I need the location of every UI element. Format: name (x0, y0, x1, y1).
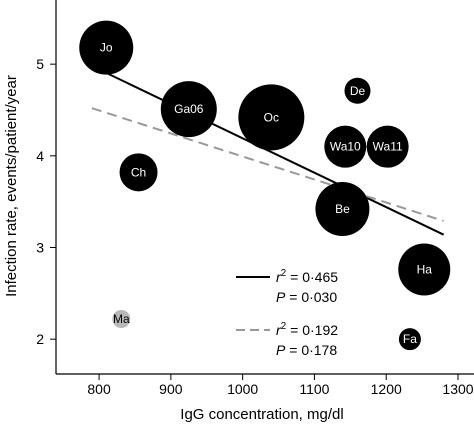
legend-r-symbol: r (276, 269, 282, 285)
bubble-label-wa11: Wa11 (373, 140, 403, 154)
bubble-ha (398, 243, 451, 296)
bubble-label-oc: Oc (264, 110, 279, 124)
legend-r-symbol: r (276, 322, 282, 338)
bubble-fa (398, 328, 421, 351)
legend-equals: = (285, 289, 301, 305)
legend-p-dashed: P = 0·178 (276, 342, 337, 358)
bubble-label-de: De (350, 84, 366, 98)
x-tick-label: 1300 (442, 381, 473, 397)
bubble-label-ma: Ma (113, 312, 130, 326)
legend-p-solid: P = 0·030 (276, 289, 337, 305)
solid-regression-line (91, 65, 445, 236)
bubble-oc (238, 84, 305, 151)
bubble-wa11 (366, 125, 409, 168)
bubble-jo (79, 20, 134, 75)
fit-lines (91, 65, 445, 236)
y-tick-label: 2 (36, 331, 44, 347)
legend-p-symbol: P (276, 289, 286, 305)
legend-r2-value: 0·192 (302, 322, 338, 338)
x-tick-label: 800 (87, 381, 111, 397)
legend-p-symbol: P (276, 342, 286, 358)
legend-equals: = (286, 322, 302, 338)
dashed-regression-line (91, 107, 444, 222)
x-tick-label: 1000 (227, 381, 258, 397)
legend-r2-value: 0·465 (302, 269, 338, 285)
bubble-label-ga06: Ga06 (174, 102, 204, 116)
bubble-label-be: Be (335, 202, 350, 216)
y-tick-label: 5 (36, 56, 44, 72)
bubbles: Jo Ga06 Oc De Wa10 Wa11 Ch Be Ha Fa Ma (79, 20, 451, 351)
legend-p-value: 0·178 (301, 342, 337, 358)
legend-r-exponent: 2 (281, 268, 287, 279)
legend-r-exponent: 2 (281, 321, 287, 332)
bubble-label-wa10: Wa10 (330, 140, 361, 154)
y-axis-title: Infection rate, events/patient/year (3, 75, 20, 297)
legend-equals: = (286, 269, 302, 285)
bubble-label-fa: Fa (403, 332, 417, 346)
bubble-label-jo: Jo (100, 41, 113, 55)
x-tick-label: 1100 (299, 381, 329, 397)
y-ticks: 2 3 4 5 (36, 56, 56, 347)
legend-equals: = (285, 342, 301, 358)
x-tick-label: 1200 (371, 381, 402, 397)
bubble-label-ch: Ch (131, 165, 146, 179)
x-axis-title: IgG concentration, mg/dl (180, 406, 343, 423)
bubble-be (315, 182, 370, 236)
legend-r2-solid: r2 = 0·465 (276, 268, 338, 285)
legend: r2 = 0·465 P = 0·030 r2 = 0·192 P = 0·17… (236, 268, 338, 358)
bubble-label-ha: Ha (417, 263, 433, 277)
bubble-ga06 (160, 81, 217, 138)
legend-p-value: 0·030 (301, 289, 337, 305)
axes (55, 0, 474, 375)
y-tick-label: 4 (36, 148, 44, 164)
legend-r2-dashed: r2 = 0·192 (276, 321, 338, 338)
bubble-ma (112, 310, 131, 328)
bubble-de (344, 77, 371, 104)
x-tick-label: 900 (159, 381, 183, 397)
x-ticks: 800 900 1000 1100 1200 1300 (87, 374, 474, 397)
y-tick-label: 3 (36, 240, 44, 256)
bubble-ch (119, 153, 158, 192)
bubble-wa10 (324, 125, 367, 168)
